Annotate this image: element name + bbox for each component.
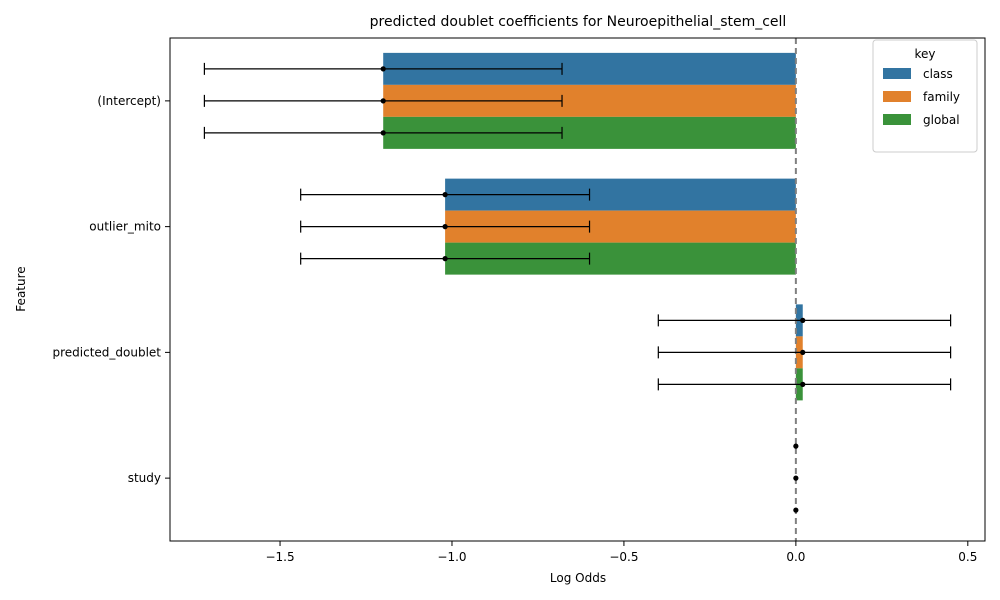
x-tick-label: −0.5 xyxy=(609,550,638,564)
legend: key class family global xyxy=(872,39,978,153)
plot-frame xyxy=(169,37,986,542)
y-tick-label: predicted_doublet xyxy=(52,345,161,359)
point-estimate xyxy=(442,224,448,230)
y-axis-label: Feature xyxy=(14,266,28,311)
y-tick-label: outlier_mito xyxy=(89,220,161,234)
x-axis-label: Log Odds xyxy=(550,571,606,585)
y-tick-label: study xyxy=(128,471,161,485)
plot-area: −1.5 −1.0 −0.5 0.0 0.5 (Intercept) outlier_mit… xyxy=(52,37,986,564)
y-tick-label: (Intercept) xyxy=(97,94,161,108)
x-tick-label: −1.0 xyxy=(437,550,466,564)
x-tick-label: 0.5 xyxy=(958,550,977,564)
point-estimate xyxy=(442,192,448,198)
x-tick-label: −1.5 xyxy=(265,550,294,564)
legend-label-class: class xyxy=(923,67,953,81)
point-estimate xyxy=(380,130,386,136)
legend-label-family: family xyxy=(923,90,960,104)
point-estimate xyxy=(800,381,806,387)
legend-label-global: global xyxy=(923,113,960,127)
point-estimate xyxy=(442,256,448,262)
point-estimate xyxy=(800,349,806,355)
point-estimate xyxy=(380,98,386,104)
point-estimate xyxy=(793,507,799,513)
legend-swatch-family xyxy=(883,91,911,102)
legend-title: key xyxy=(914,47,935,61)
point-estimate xyxy=(380,66,386,72)
legend-swatch-global xyxy=(883,114,911,125)
point-estimate xyxy=(793,443,799,449)
chart-title: predicted doublet coefficients for Neuro… xyxy=(370,14,787,30)
x-tick-label: 0.0 xyxy=(786,550,805,564)
point-estimate xyxy=(793,475,799,481)
legend-swatch-class xyxy=(883,68,911,79)
point-estimate xyxy=(800,317,806,323)
